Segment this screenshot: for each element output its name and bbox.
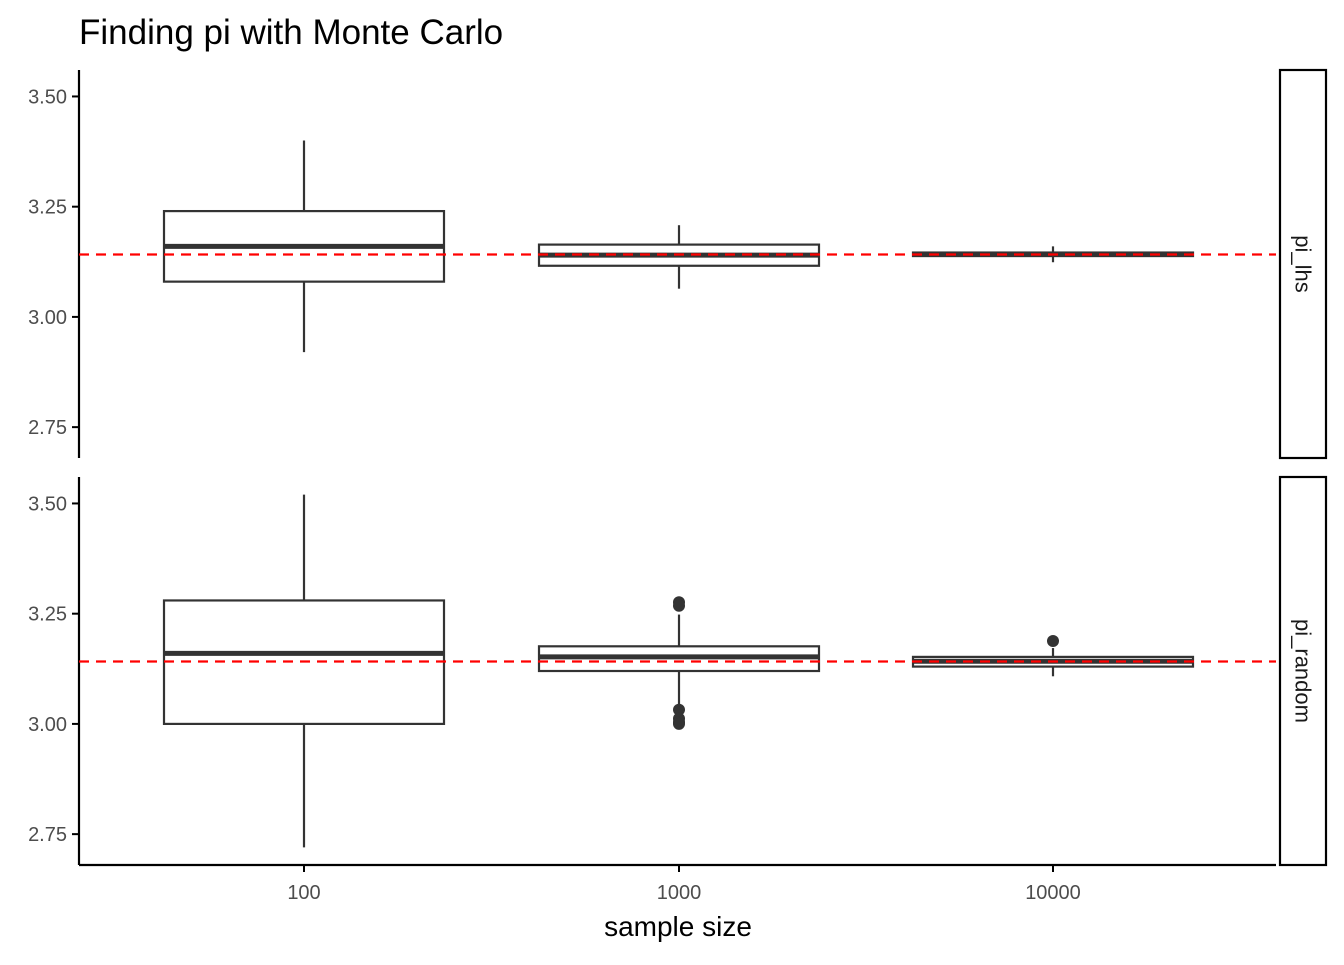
y-tick-label: 3.25	[28, 604, 67, 626]
y-tick-label: 2.75	[28, 417, 67, 439]
chart-title: Finding pi with Monte Carlo	[79, 13, 503, 52]
panels-layer: 2.75 3.00 3.25 3.50 pi_lhs 2.75 3.00 3.25 3.50 pi…	[28, 68, 1328, 867]
x-tick-label: 1000	[657, 882, 702, 904]
x-tick-label: 10000	[1025, 882, 1081, 904]
y-tick-label: 3.50	[28, 493, 67, 515]
box-1000	[537, 225, 821, 289]
outlier-point	[673, 599, 685, 612]
y-tick-label: 3.50	[28, 86, 67, 108]
box-1000	[537, 596, 821, 730]
facet-strip-label: pi_random	[1291, 619, 1316, 723]
y-tick-label: 3.25	[28, 197, 67, 219]
facet-strip	[1278, 475, 1328, 867]
x-axis: 100 1000 10000	[79, 863, 1276, 904]
facet-strip-label: pi_lhs	[1291, 235, 1316, 292]
y-tick-label: 2.75	[28, 824, 67, 846]
x-axis-title: sample size	[604, 911, 752, 942]
box-10000	[911, 635, 1195, 677]
facet-panel-pi_random: 2.75 3.00 3.25 3.50 pi_random	[28, 475, 1328, 867]
facet-strip	[1278, 68, 1328, 460]
y-tick-label: 3.00	[28, 714, 67, 736]
x-tick-label: 100	[287, 882, 320, 904]
y-tick-label: 3.00	[28, 307, 67, 329]
outlier-point	[673, 717, 685, 730]
facet-panel-pi_lhs: 2.75 3.00 3.25 3.50 pi_lhs	[28, 68, 1328, 460]
outlier-point	[1047, 635, 1059, 648]
box-100	[162, 494, 446, 848]
box-100	[162, 140, 446, 353]
outlier-point	[673, 703, 685, 716]
